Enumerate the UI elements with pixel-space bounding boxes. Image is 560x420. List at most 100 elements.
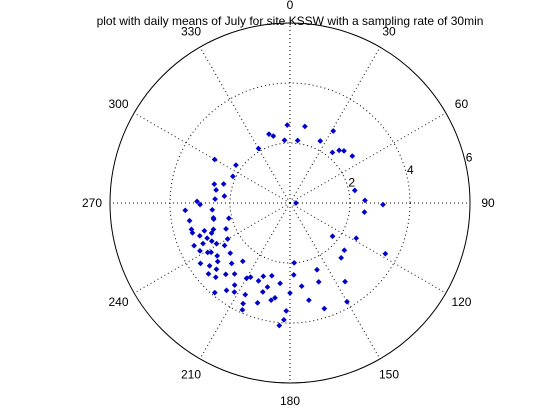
data-point <box>220 181 227 187</box>
data-point <box>225 215 232 222</box>
data-point <box>204 235 211 242</box>
data-point <box>338 254 345 261</box>
radial-ring <box>169 82 411 324</box>
angle-tick-label: 150 <box>379 367 399 381</box>
data-point <box>281 137 288 144</box>
data-point <box>277 280 284 287</box>
angle-tick-label: 270 <box>82 196 102 210</box>
data-point <box>264 284 271 290</box>
data-point <box>265 131 272 138</box>
data-point <box>317 138 324 144</box>
data-point <box>351 187 358 194</box>
radial-tick-labels: 2 4 6 <box>348 151 472 190</box>
polar-grid <box>109 22 471 384</box>
data-point <box>254 299 261 306</box>
data-point <box>211 181 218 188</box>
data-point <box>272 294 278 301</box>
data-point <box>228 260 235 267</box>
spoke-line <box>133 112 291 204</box>
angle-tick-label: 90 <box>481 196 495 210</box>
data-point <box>196 232 203 239</box>
angle-tick-label: 0 <box>287 0 294 12</box>
angle-tick-labels: 0 30 60 90 120 150 180 210 240 270 300 330 <box>82 0 495 408</box>
angle-tick-label: 210 <box>181 367 201 381</box>
spoke-line <box>199 202 291 360</box>
data-point <box>301 123 308 130</box>
data-point <box>188 226 195 233</box>
data-point <box>223 225 229 232</box>
data-point <box>224 236 231 242</box>
radial-tick-label: 4 <box>407 163 414 177</box>
data-point <box>213 266 220 273</box>
angle-tick-label: 330 <box>181 25 201 39</box>
data-point <box>197 201 203 208</box>
data-point <box>255 277 262 284</box>
data-point <box>283 307 290 314</box>
data-point <box>221 242 228 249</box>
data-point <box>329 149 336 156</box>
data-point <box>353 235 360 242</box>
data-point <box>287 290 293 296</box>
data-point <box>314 266 320 273</box>
data-point <box>260 273 267 280</box>
data-point <box>210 214 217 221</box>
data-point <box>336 147 343 154</box>
data-point <box>211 289 218 296</box>
data-point <box>221 193 228 200</box>
data-point <box>206 262 213 269</box>
data-point <box>382 250 389 257</box>
data-point <box>341 247 348 254</box>
angle-tick-label: 300 <box>109 97 129 111</box>
data-point <box>247 274 254 281</box>
data-points <box>182 122 389 329</box>
data-point <box>349 153 356 160</box>
data-point <box>294 137 301 144</box>
spoke-line <box>199 46 291 204</box>
data-point <box>380 201 386 208</box>
data-point <box>321 305 328 312</box>
data-point <box>305 297 312 304</box>
data-point <box>214 258 221 265</box>
angle-tick-label: 120 <box>451 295 471 309</box>
data-point <box>212 196 219 203</box>
data-point <box>259 288 266 295</box>
data-point <box>293 200 299 206</box>
data-point <box>201 227 208 234</box>
data-point <box>231 270 238 277</box>
data-point <box>268 297 275 304</box>
data-point <box>231 289 238 295</box>
data-point <box>196 247 203 254</box>
data-point <box>231 282 238 289</box>
data-point <box>290 271 297 278</box>
data-point <box>194 198 200 205</box>
data-point <box>298 283 305 290</box>
radial-ring <box>229 142 351 264</box>
angle-tick-label: 30 <box>382 25 396 39</box>
data-point <box>340 147 347 154</box>
data-point <box>204 249 211 256</box>
data-point <box>208 230 215 237</box>
data-point <box>239 306 246 313</box>
data-point <box>362 197 368 204</box>
data-point <box>329 233 336 240</box>
data-point <box>200 240 206 247</box>
data-point <box>315 278 322 285</box>
spoke-line <box>289 202 447 294</box>
data-point <box>361 209 368 216</box>
data-point <box>344 298 350 305</box>
data-point <box>242 291 249 298</box>
data-point <box>255 145 262 152</box>
data-point <box>191 242 198 249</box>
data-point <box>240 300 247 307</box>
data-point <box>214 252 221 259</box>
radial-tick-label: 6 <box>466 151 473 165</box>
angle-tick-label: 60 <box>455 97 469 111</box>
data-point <box>243 275 250 282</box>
data-point <box>213 187 220 193</box>
spoke-line <box>289 202 381 360</box>
data-point <box>232 162 239 169</box>
outer-ring <box>109 22 471 384</box>
data-point <box>222 271 229 278</box>
data-point <box>197 260 204 267</box>
